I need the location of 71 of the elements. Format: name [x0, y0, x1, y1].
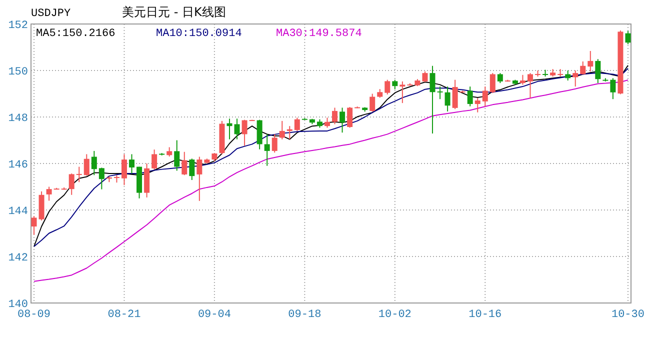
candlestick — [294, 117, 300, 132]
candlestick — [174, 140, 180, 172]
candlestick — [430, 65, 436, 134]
candlestick — [226, 118, 232, 140]
candlestick — [588, 50, 594, 72]
x-tick-label: 08-21 — [108, 309, 142, 321]
candlestick — [474, 98, 480, 113]
candlestick — [452, 79, 458, 110]
candlestick — [84, 154, 90, 176]
x-tick-label: 09-04 — [198, 309, 232, 321]
candlestick — [182, 151, 188, 176]
text: MA5:150.2166 — [36, 28, 116, 40]
candlestick — [572, 70, 578, 88]
candlestick — [340, 107, 346, 134]
candlestick — [565, 70, 571, 81]
candlestick — [467, 86, 473, 107]
chart-title: 美元日元 - 日K线图 — [122, 5, 226, 19]
candlestick — [384, 79, 390, 95]
x-tick-label: 08-09 — [18, 309, 51, 321]
y-tick-label: 148 — [8, 112, 28, 125]
candlestick — [189, 158, 195, 181]
candlestick — [392, 79, 398, 90]
candlestick — [444, 86, 450, 112]
y-tick-label: 146 — [8, 159, 28, 172]
candlestick — [490, 72, 496, 94]
text: MA30:149.5874 — [276, 28, 362, 40]
candlestick — [129, 154, 134, 174]
candlestick — [400, 80, 406, 104]
candlestick — [234, 118, 240, 140]
candlestick — [121, 154, 127, 186]
candlestick — [528, 72, 533, 99]
text: MA10:150.0914 — [156, 28, 242, 40]
candlestick — [166, 146, 172, 158]
candlestick — [610, 78, 616, 100]
candlestick — [497, 72, 503, 84]
x-tick-label: 10-02 — [378, 309, 412, 321]
line-series — [34, 80, 628, 282]
y-tick-label: 150 — [8, 66, 28, 78]
y-tick-label: 144 — [8, 206, 28, 218]
candlestick — [520, 74, 526, 86]
candlestick — [437, 86, 443, 100]
candlestick — [196, 156, 202, 202]
y-tick-label: 140 — [8, 298, 28, 311]
candlestick — [242, 119, 248, 146]
candlestick — [91, 150, 97, 176]
candlestick — [580, 60, 586, 75]
candlestick — [625, 30, 631, 45]
candlestick — [347, 106, 353, 128]
chart-subtitle: USDJPY — [31, 8, 72, 20]
candlestick — [370, 93, 376, 112]
candlestick — [68, 172, 74, 196]
y-tick-label: 142 — [8, 252, 28, 264]
candlestick — [595, 58, 601, 84]
candlestick — [98, 167, 104, 190]
candlestick — [422, 70, 428, 83]
candlestick — [46, 186, 52, 202]
x-tick-label: 09-18 — [288, 309, 322, 321]
x-tick-label: 10-16 — [468, 309, 502, 321]
candlestick — [286, 126, 292, 140]
candlestick — [279, 120, 285, 140]
candlestick — [272, 134, 278, 154]
candlestick — [324, 117, 330, 128]
candlestick — [256, 119, 262, 150]
y-tick-label: 152 — [8, 20, 28, 32]
candlestick — [332, 107, 338, 125]
candlestick — [264, 134, 270, 166]
candlestick — [76, 166, 82, 183]
candlestick — [152, 149, 158, 170]
candlestick — [31, 216, 37, 236]
candlestick — [482, 86, 488, 107]
x-tick-label: 10-30 — [611, 309, 644, 321]
